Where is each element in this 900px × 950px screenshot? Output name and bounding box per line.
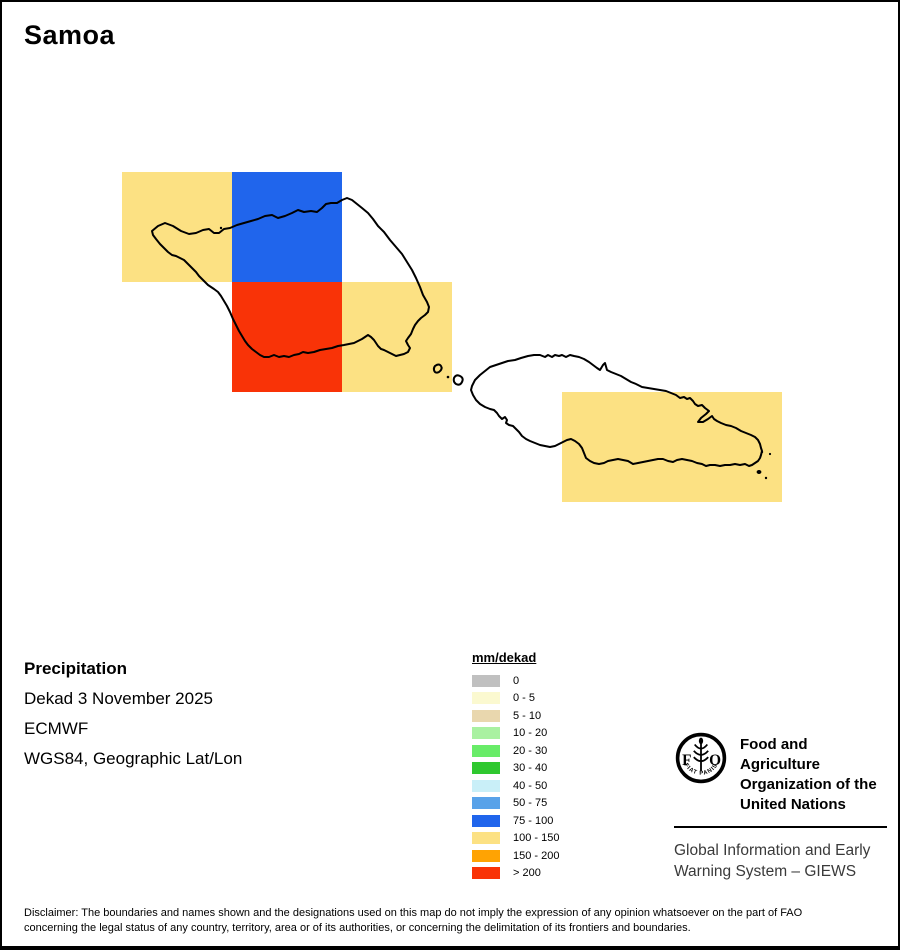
legend-item: > 200 — [472, 865, 559, 883]
fao-logo-icon: F O FIAT PANIS — [675, 732, 727, 784]
giews-label: Global Information and Early Warning Sys… — [674, 840, 889, 882]
precip-cell — [562, 392, 782, 502]
legend-label: > 200 — [513, 867, 541, 880]
legend-label: 100 - 150 — [513, 832, 560, 845]
legend-swatch — [472, 709, 500, 722]
precipitation-label: Precipitation — [24, 659, 127, 678]
legend-swatch — [472, 727, 500, 740]
fao-name: Food and Agriculture Organization of the… — [740, 735, 889, 815]
legend-label: 50 - 75 — [513, 797, 548, 810]
legend-item: 40 - 50 — [472, 777, 559, 795]
legend-item: 20 - 30 — [472, 742, 559, 760]
precip-cell — [232, 282, 342, 392]
legend-label: 0 - 5 — [513, 692, 536, 705]
legend-item: 10 - 20 — [472, 725, 559, 743]
source-label: ECMWF — [24, 719, 89, 738]
legend: mm/dekad 0 0 - 5 5 - 10 10 - 20 20 - 30 30 - … — [472, 650, 559, 882]
fao-logo-letter-o: O — [709, 752, 721, 769]
islets — [219, 226, 772, 480]
legend-item: 0 - 5 — [472, 690, 559, 708]
disclaimer: Disclaimer: The boundaries and names sho… — [24, 906, 884, 936]
dekad-label: Dekad 3 November 2025 — [24, 689, 214, 708]
map-info-block: Precipitation Dekad 3 November 2025 ECMW… — [24, 654, 242, 774]
legend-label: 150 - 200 — [513, 849, 560, 862]
disclaimer-line: Disclaimer: The boundaries and names sho… — [24, 907, 803, 919]
fao-logo-letter-f: F — [682, 752, 691, 769]
precip-cell — [122, 172, 232, 282]
precip-cells — [122, 172, 782, 502]
fao-block: F O FIAT PANIS Food and Agriculture Orga… — [674, 729, 889, 882]
legend-swatch — [472, 674, 500, 687]
legend-item: 100 - 150 — [472, 830, 559, 848]
page-title: Samoa — [24, 20, 116, 50]
legend-item: 50 - 75 — [472, 795, 559, 813]
giews-line: Global Information and Early — [674, 842, 871, 859]
fao-name-line: Organization of the — [740, 776, 877, 793]
legend-swatch — [472, 814, 500, 827]
legend-swatch — [472, 692, 500, 705]
legend-item: 0 — [472, 672, 559, 690]
legend-item: 30 - 40 — [472, 760, 559, 778]
legend-label: 0 — [513, 674, 520, 687]
legend-label: 75 - 100 — [513, 814, 554, 827]
island-west-outline — [151, 197, 430, 358]
precip-cell — [232, 172, 342, 282]
fao-name-line: Food and Agriculture — [740, 736, 821, 773]
legend-swatch — [472, 744, 500, 757]
legend-items: 0 0 - 5 5 - 10 10 - 20 20 - 30 30 - 40 40 - 50… — [472, 672, 559, 882]
precipitation-map — [122, 172, 782, 502]
legend-item: 75 - 100 — [472, 812, 559, 830]
fao-name-line: United Nations — [740, 796, 846, 813]
legend-swatch — [472, 867, 500, 880]
legend-label: 10 - 20 — [513, 727, 548, 740]
wheat-ear-icon — [693, 741, 709, 772]
legend-swatch — [472, 832, 500, 845]
legend-label: 40 - 50 — [513, 779, 548, 792]
legend-swatch — [472, 797, 500, 810]
giews-line: Warning System – GIEWS — [674, 863, 857, 880]
legend-swatch — [472, 779, 500, 792]
legend-item: 150 - 200 — [472, 847, 559, 865]
fao-divider — [674, 826, 887, 828]
legend-swatch — [472, 849, 500, 862]
disclaimer-line: concerning the legal status of any count… — [24, 922, 691, 934]
legend-title: mm/dekad — [472, 650, 537, 665]
legend-label: 20 - 30 — [513, 744, 548, 757]
legend-label: 30 - 40 — [513, 762, 548, 775]
legend-swatch — [472, 762, 500, 775]
precip-cell — [342, 282, 452, 392]
projection-label: WGS84, Geographic Lat/Lon — [24, 749, 243, 768]
legend-item: 5 - 10 — [472, 707, 559, 725]
legend-label: 5 - 10 — [513, 709, 542, 722]
